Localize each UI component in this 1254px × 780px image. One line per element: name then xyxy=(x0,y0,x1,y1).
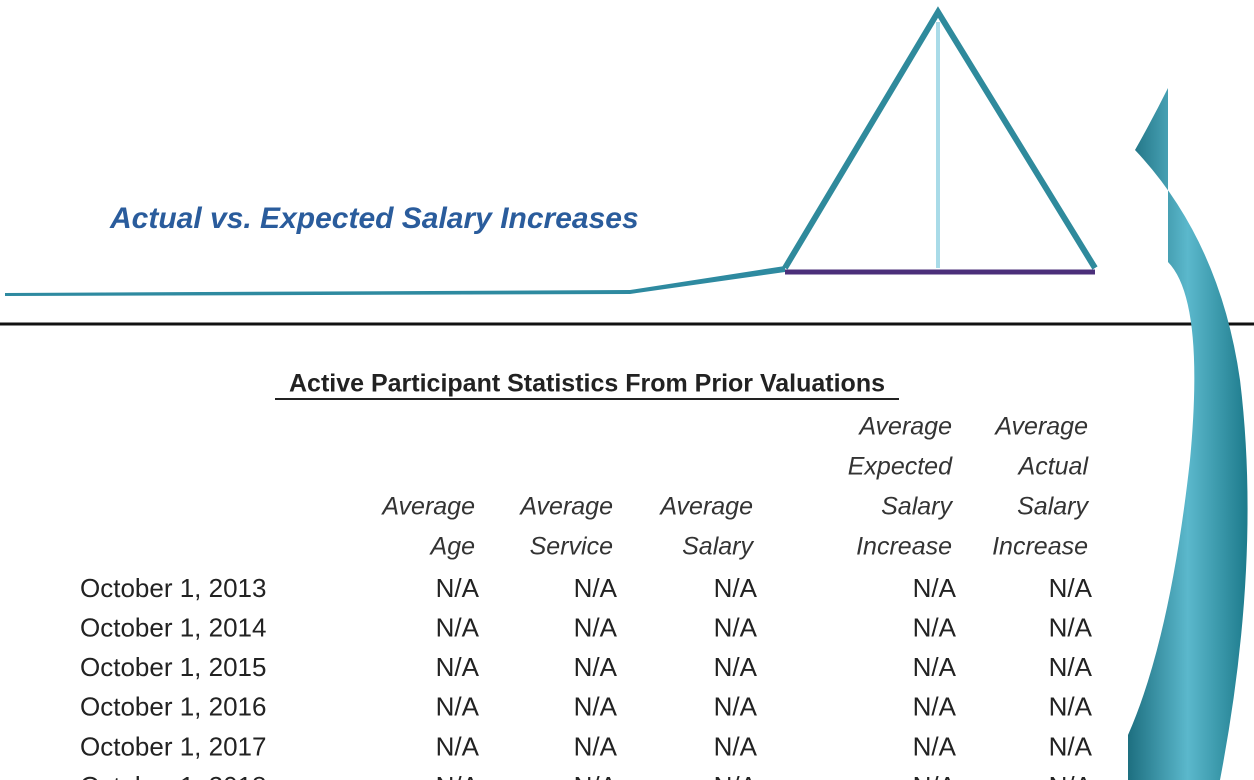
cell: N/A xyxy=(913,573,957,603)
column-header: Service xyxy=(530,533,613,561)
column-header: Average xyxy=(658,493,753,521)
table-title: Active Participant Statistics From Prior… xyxy=(289,370,885,398)
cell: N/A xyxy=(913,771,957,780)
column-header: Expected xyxy=(848,453,953,481)
cell: N/A xyxy=(574,573,618,603)
row-label: October 1, 2016 xyxy=(80,692,266,722)
cell: N/A xyxy=(1049,731,1093,761)
column-header: Increase xyxy=(856,533,952,561)
column-header: Average xyxy=(518,493,613,521)
cell: N/A xyxy=(714,652,758,682)
row-label: October 1, 2013 xyxy=(80,573,266,603)
cell: N/A xyxy=(913,731,957,761)
cell: N/A xyxy=(913,652,957,682)
baseline-graphic xyxy=(5,266,785,296)
cell: N/A xyxy=(714,771,758,780)
column-header: Salary xyxy=(682,533,754,561)
row-label: October 1, 2017 xyxy=(80,731,266,761)
cell: N/A xyxy=(714,573,758,603)
page: Actual vs. Expected Salary Increases Act… xyxy=(0,0,1254,780)
section-title: Actual vs. Expected Salary Increases xyxy=(109,202,639,235)
cell: N/A xyxy=(913,612,957,642)
column-header: Salary xyxy=(1017,493,1089,521)
row-label: October 1, 2018 xyxy=(80,771,266,780)
cell: N/A xyxy=(574,652,618,682)
cell: N/A xyxy=(1049,652,1093,682)
cell: N/A xyxy=(436,771,480,780)
cell: N/A xyxy=(574,692,618,722)
cell: N/A xyxy=(714,612,758,642)
column-header: Salary xyxy=(881,493,953,521)
cell: N/A xyxy=(574,771,618,780)
cell: N/A xyxy=(436,652,480,682)
cell: N/A xyxy=(574,612,618,642)
column-header: Average xyxy=(380,493,475,521)
cell: N/A xyxy=(1049,612,1093,642)
column-header: Average xyxy=(993,413,1088,441)
row-label: October 1, 2015 xyxy=(80,652,266,682)
cell: N/A xyxy=(1049,573,1093,603)
curved-arrow xyxy=(1128,88,1248,780)
cell: N/A xyxy=(1049,692,1093,722)
cell: N/A xyxy=(436,731,480,761)
cell: N/A xyxy=(1049,771,1093,780)
row-label: October 1, 2014 xyxy=(80,612,266,642)
cell: N/A xyxy=(714,692,758,722)
column-header: Increase xyxy=(992,533,1088,561)
cell: N/A xyxy=(436,692,480,722)
column-header: Actual xyxy=(1017,453,1090,481)
column-header: Average xyxy=(857,413,952,441)
cell: N/A xyxy=(436,573,480,603)
document: Actual vs. Expected Salary Increases Act… xyxy=(0,0,1254,780)
cell: N/A xyxy=(574,731,618,761)
cell: N/A xyxy=(913,692,957,722)
cell: N/A xyxy=(714,731,758,761)
column-header: Age xyxy=(429,533,475,561)
cell: N/A xyxy=(436,612,480,642)
